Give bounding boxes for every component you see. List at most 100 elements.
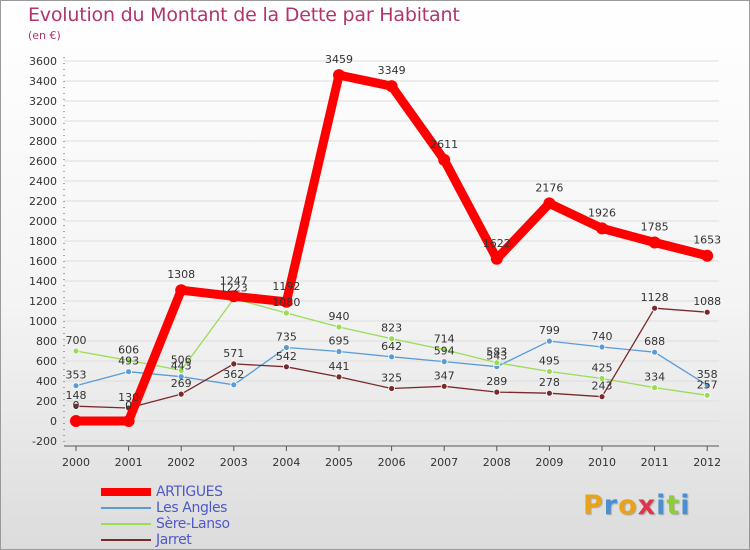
- data-label: 695: [329, 335, 350, 348]
- data-label: 1247: [220, 274, 248, 287]
- data-point: [72, 382, 80, 390]
- data-point: [493, 388, 501, 396]
- data-label: 700: [66, 334, 87, 347]
- data-label: 740: [592, 330, 613, 343]
- data-label: 823: [381, 322, 402, 335]
- y-tick-label: 1800: [29, 235, 57, 248]
- data-point: [125, 368, 132, 376]
- data-point: [648, 236, 661, 249]
- data-label: 735: [276, 331, 297, 344]
- data-label: 1080: [272, 296, 300, 309]
- y-tick-label: -200: [32, 435, 57, 448]
- data-point: [72, 347, 80, 355]
- data-point: [230, 381, 238, 389]
- data-point: [490, 252, 503, 265]
- data-label: 257: [697, 378, 718, 391]
- data-label: 334: [644, 371, 665, 384]
- data-label: 362: [223, 368, 244, 381]
- data-label: 1128: [641, 291, 669, 304]
- data-label: 1926: [588, 206, 616, 219]
- x-tick-label: 2007: [430, 456, 458, 469]
- data-point: [493, 359, 501, 367]
- data-label: 1223: [220, 282, 248, 295]
- y-tick-label: 2400: [29, 175, 57, 188]
- data-point: [335, 348, 343, 355]
- data-point: [282, 344, 290, 351]
- data-point: [701, 249, 714, 262]
- x-tick-label: 2012: [693, 456, 721, 469]
- data-point: [333, 69, 345, 82]
- legend-item: Jarret: [101, 532, 301, 548]
- data-label: 1785: [641, 221, 669, 234]
- logo-letter: x: [637, 490, 657, 521]
- data-point: [335, 323, 343, 331]
- y-tick-label: 2800: [29, 135, 57, 148]
- data-point: [703, 381, 711, 389]
- legend-item: Sère-Lanso: [101, 516, 301, 532]
- data-label: 594: [434, 345, 455, 358]
- data-point: [335, 373, 343, 381]
- data-label: 325: [381, 372, 402, 385]
- data-point: [388, 353, 396, 361]
- legend-label: Jarret: [156, 532, 192, 548]
- logo-letter: i: [656, 490, 667, 521]
- data-point: [177, 390, 185, 398]
- y-tick-label: 3000: [29, 115, 57, 128]
- proxiti-logo: Proxiti: [583, 490, 691, 521]
- x-tick-label: 2005: [325, 456, 353, 469]
- chart-title: Evolution du Montant de la Dette par Hab…: [28, 4, 460, 26]
- x-tick-label: 2004: [272, 456, 300, 469]
- legend-swatch: [101, 488, 151, 496]
- y-tick-label: 3400: [29, 75, 57, 88]
- data-label: 0: [125, 399, 132, 412]
- chart-subtitle: (en €): [28, 29, 61, 42]
- logo-letter: t: [666, 490, 681, 521]
- data-point: [230, 360, 238, 368]
- data-label: 347: [434, 369, 455, 382]
- x-tick-label: 2003: [220, 456, 248, 469]
- y-tick-label: 400: [36, 375, 57, 388]
- data-label: 130: [118, 391, 139, 404]
- y-tick-label: 0: [50, 415, 57, 428]
- data-label: 425: [592, 362, 613, 375]
- data-label: 441: [329, 360, 350, 373]
- y-tick-label: 800: [36, 335, 57, 348]
- data-label: 148: [66, 389, 87, 402]
- legend: ARTIGUES Les Angles Sère-Lanso Jarret: [101, 484, 301, 548]
- x-tick-label: 2010: [588, 456, 616, 469]
- data-point: [546, 368, 553, 375]
- y-tick-label: 1200: [29, 295, 57, 308]
- data-point: [440, 358, 448, 366]
- data-label: 278: [539, 376, 560, 389]
- data-label: 3349: [378, 64, 406, 77]
- data-point: [546, 389, 553, 397]
- y-tick-label: 1000: [29, 315, 57, 328]
- data-point: [546, 337, 553, 345]
- data-point: [282, 363, 290, 371]
- data-label: 0: [73, 399, 80, 412]
- data-point: [651, 304, 658, 312]
- data-label: 358: [697, 368, 718, 381]
- data-point: [596, 222, 608, 235]
- legend-swatch: [101, 507, 151, 509]
- x-tick-label: 2011: [641, 456, 669, 469]
- data-label: 495: [539, 355, 560, 368]
- x-tick-label: 2002: [167, 456, 195, 469]
- legend-swatch: [101, 539, 151, 541]
- data-point: [125, 356, 132, 364]
- data-point: [282, 309, 290, 317]
- y-tick-label: 2200: [29, 195, 57, 208]
- x-tick-label: 2000: [62, 456, 90, 469]
- data-point: [440, 346, 448, 354]
- logo-letter: P: [583, 490, 604, 521]
- data-point: [703, 391, 711, 399]
- legend-item: Les Angles: [101, 500, 301, 516]
- data-point: [651, 384, 658, 392]
- data-point: [438, 153, 451, 166]
- data-label: 606: [118, 343, 139, 356]
- data-point: [177, 366, 185, 374]
- data-point: [70, 415, 82, 427]
- data-label: 940: [329, 310, 350, 323]
